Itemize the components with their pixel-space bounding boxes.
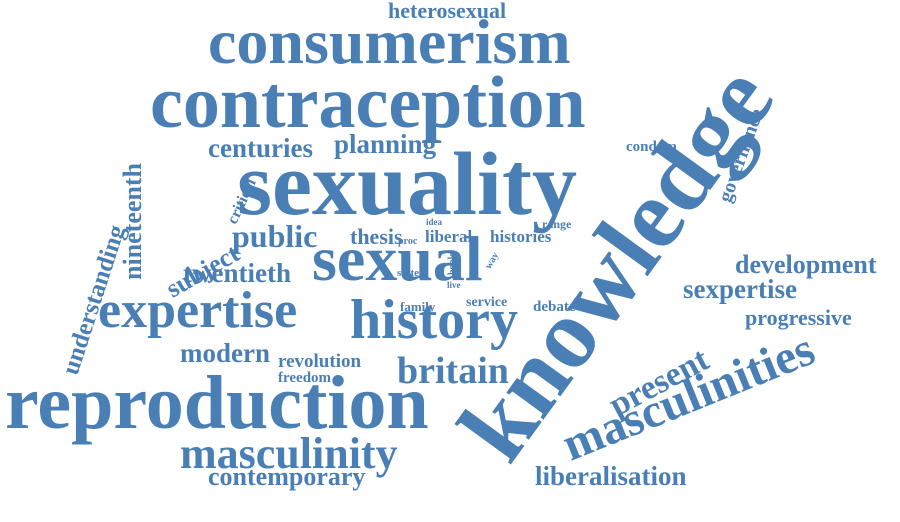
- word-sexpertise: sexpertise: [683, 274, 797, 304]
- word-modern: modern: [180, 338, 270, 368]
- word-masculinity: masculinity: [180, 429, 398, 478]
- word-contraception: contraception: [150, 62, 586, 144]
- word-liberalisation: liberalisation: [535, 461, 687, 491]
- word-range: range: [542, 217, 572, 231]
- word-centuries: centuries: [208, 133, 313, 163]
- word-freedom: freedom: [278, 370, 332, 386]
- word-heterosexual: heterosexual: [388, 0, 507, 23]
- word-book: book: [447, 253, 458, 275]
- word-state: state: [397, 267, 419, 279]
- word-consumerism: consumerism: [208, 6, 571, 77]
- word-histories: histories: [490, 227, 552, 246]
- word-history: history: [350, 289, 518, 351]
- word-liberal: liberal: [425, 227, 473, 246]
- word-sexuality: sexuality: [237, 135, 578, 234]
- word-britain: britain: [397, 350, 509, 392]
- word-development: development: [735, 250, 877, 279]
- word-family: family: [400, 299, 436, 314]
- word-way: way: [483, 250, 502, 271]
- word-nineteenth: nineteenth: [118, 163, 147, 280]
- word-public: public: [232, 218, 318, 254]
- word-debate: debate: [533, 299, 576, 315]
- word-idea: idea: [426, 217, 443, 227]
- word-thesis: thesis: [350, 224, 403, 249]
- word-progressive: progressive: [745, 305, 852, 330]
- word-condom: condom: [626, 139, 677, 155]
- word-proc: proc: [398, 236, 418, 247]
- word-revolution: revolution: [278, 351, 362, 372]
- word-live: live: [447, 280, 461, 290]
- word-planning: planning: [334, 129, 437, 159]
- word-contemporary: contemporary: [208, 462, 366, 491]
- word-reproduction: reproduction: [5, 361, 429, 445]
- word-twentieth: twentieth: [183, 258, 291, 288]
- word-service: service: [466, 295, 508, 310]
- word-expertise: expertise: [98, 282, 298, 339]
- word-sexual: sexual: [312, 223, 483, 294]
